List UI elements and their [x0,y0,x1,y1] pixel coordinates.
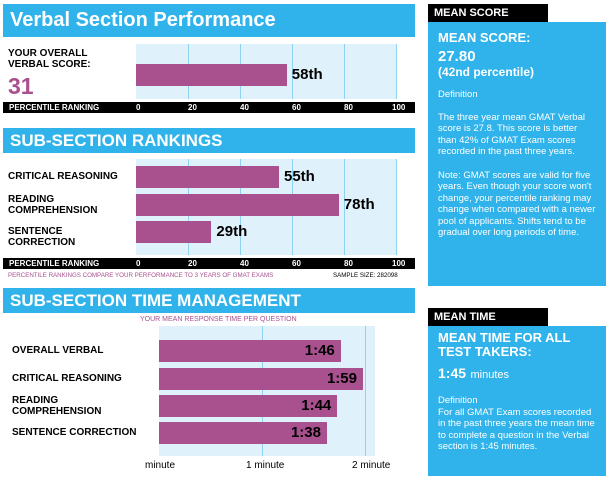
your-overall-verbal-score-value: 58th [291,66,323,83]
mean-time-tag: MEAN TIME [428,308,548,326]
mean-score-def-label: Definition [438,89,478,100]
overall-verbal-label: YOUR OVERALL VERBAL SCORE: [8,48,91,70]
time-axis-tick-label: minute [145,460,176,471]
sentence-correction-time-label: SENTENCE CORRECTION [12,427,137,438]
verbal-header: Verbal Section Performance [3,4,415,37]
reading-comprehension-bar [136,194,339,216]
mean-time-value: 1:45 [438,365,467,381]
time-subtitle: YOUR MEAN RESPONSE TIME PER QUESTION [140,316,297,323]
axis-tick-label: 40 [240,259,249,268]
mean-time-title: MEAN TIME FOR ALL TEST TAKERS: [438,330,571,359]
axis-tick-label: 0 [136,103,141,112]
mean-score-note: Note: GMAT scores are valid for five yea… [438,169,596,239]
rankings-axis: PERCENTILE RANKING 0 20 40 60 80 100 [3,258,415,269]
gridline [396,159,397,255]
your-overall-verbal-score-bar [136,64,287,86]
gridline [261,326,263,456]
gridline [344,44,345,99]
reading-comprehension-time-bar [159,395,338,417]
reading-comprehension-time-label: READING COMPREHENSION [12,395,102,417]
critical-reasoning-label: CRITICAL REASONING [8,171,118,182]
sentence-correction-time-value: 1:38 [290,424,321,441]
axis-tick-label: 80 [344,259,353,268]
mean-time-def-label: Definition [438,395,478,406]
rankings-axis-label: PERCENTILE RANKING [9,259,100,268]
axis-tick-label: 0 [136,259,141,268]
verbal-axis-label: PERCENTILE RANKING [9,103,100,112]
rankings-note: PERCENTILE RANKINGS COMPARE YOUR PERFORM… [8,272,274,279]
sentence-correction-time-bar [159,422,327,444]
mean-score-tag: MEAN SCORE [428,4,548,22]
sentence-correction-label: SENTENCE CORRECTION [8,226,76,248]
mean-score-percentile: (42nd percentile) [438,65,535,79]
reading-comprehension-value: 78th [343,196,375,213]
axis-tick-label: 60 [292,103,301,112]
time-header: SUB-SECTION TIME MANAGEMENT [3,288,415,313]
sample-size: SAMPLE SIZE: 282098 [333,272,398,279]
mean-score-panel: MEAN SCORE: 27.80 (42nd percentile) Defi… [428,22,606,286]
sentence-correction-value: 29th [216,223,248,240]
verbal-axis: PERCENTILE RANKING 0 20 40 60 80 100 [3,102,415,113]
time-axis-ticks: minute 1 minute 2 minute [0,460,606,474]
axis-tick-label: 20 [188,259,197,268]
gridline [364,326,366,456]
reading-comprehension-time-value: 1:44 [301,397,332,414]
critical-reasoning-bar [136,166,279,188]
mean-time-panel: MEAN TIME FOR ALL TEST TAKERS: 1:45 minu… [428,326,606,476]
gridline [344,159,345,255]
rankings-header: SUB-SECTION RANKINGS [3,128,415,153]
sentence-correction-bar [136,221,212,243]
critical-reasoning-value: 55th [284,168,315,185]
critical-reasoning-time-label: CRITICAL REASONING [12,373,122,384]
mean-score-definition: The three year mean GMAT Verbal score is… [438,111,585,158]
axis-tick-label: 100 [392,259,406,268]
axis-tick-label: 40 [240,103,249,112]
mean-score-value: 27.80 [438,48,476,65]
critical-reasoning-time-bar [159,368,363,390]
mean-time-unit: minutes [470,369,510,381]
critical-reasoning-time-value: 1:59 [326,370,357,387]
mean-time-value-row: 1:45 minutes [438,365,596,383]
time-axis-tick-label: 1 minute [246,460,285,471]
time-axis-tick-label: 2 minute [352,460,391,471]
gridline [292,44,293,99]
overall-score: 31 [8,73,34,99]
mean-score-title: MEAN SCORE: [438,30,531,45]
axis-tick-label: 80 [344,103,353,112]
overall-verbal-time-label: OVERALL VERBAL [12,345,104,356]
gridline [396,44,397,99]
reading-comprehension-label: READING COMPREHENSION [8,194,98,216]
overall-verbal-time-value: 1:46 [304,342,335,359]
axis-tick-label: 100 [392,103,406,112]
overall-verbal-time-bar [159,340,341,362]
axis-tick-label: 20 [188,103,197,112]
axis-tick-label: 60 [292,259,301,268]
mean-time-definition: For all GMAT Exam scores recorded in the… [438,406,595,453]
